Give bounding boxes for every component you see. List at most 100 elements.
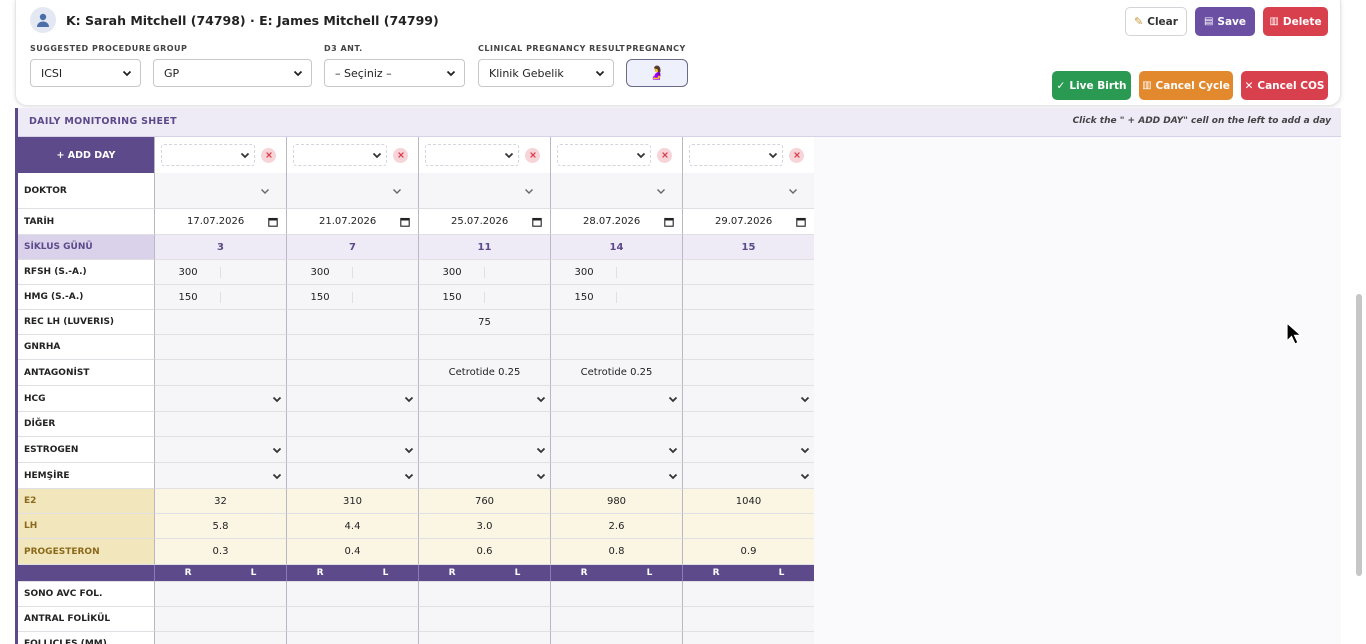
rfsh-day-5[interactable]: [682, 260, 814, 285]
progesteron-day-5[interactable]: 0.9: [682, 539, 814, 565]
value-right[interactable]: 300: [155, 266, 221, 278]
hcg-day-3[interactable]: [418, 386, 550, 412]
add-day-button[interactable]: + ADD DAY: [18, 137, 154, 173]
follicles-day-1[interactable]: [154, 632, 286, 644]
estrogen-day-5[interactable]: [682, 437, 814, 463]
value-left[interactable]: [353, 292, 419, 303]
hmg-day-5[interactable]: [682, 285, 814, 310]
remove-day-button[interactable]: [789, 147, 804, 163]
diger-day-2[interactable]: [286, 412, 418, 437]
antagonist-day-4[interactable]: Cetrotide 0.25: [550, 360, 682, 386]
cancel-cycle-button[interactable]: ▥ Cancel Cycle: [1139, 71, 1233, 100]
antral-day-3[interactable]: [418, 607, 550, 632]
diger-day-5[interactable]: [682, 412, 814, 437]
hcg-day-2[interactable]: [286, 386, 418, 412]
gnrha-day-4[interactable]: [550, 335, 682, 360]
hemsire-day-3[interactable]: [418, 463, 550, 489]
remove-day-button[interactable]: [525, 147, 540, 163]
antral-day-1[interactable]: [154, 607, 286, 632]
clinical-pregnancy-select[interactable]: Klinik Gebelik: [478, 59, 614, 87]
page-scrollbar[interactable]: [1356, 294, 1362, 576]
value-left[interactable]: [617, 267, 683, 278]
tarih-day-5[interactable]: 29.07.2026: [682, 209, 814, 235]
doktor-day-2[interactable]: [286, 173, 418, 209]
day-type-select[interactable]: [425, 144, 519, 166]
delete-button[interactable]: ▥ Delete: [1263, 7, 1328, 36]
gnrha-day-1[interactable]: [154, 335, 286, 360]
reclh-day-3[interactable]: 75: [418, 310, 550, 335]
progesteron-day-4[interactable]: 0.8: [550, 539, 682, 565]
gnrha-day-2[interactable]: [286, 335, 418, 360]
progesteron-day-2[interactable]: 0.4: [286, 539, 418, 565]
tarih-day-1[interactable]: 17.07.2026: [154, 209, 286, 235]
lh-day-4[interactable]: 2.6: [550, 514, 682, 539]
antral-day-5[interactable]: [682, 607, 814, 632]
antagonist-day-2[interactable]: [286, 360, 418, 386]
sono-day-2[interactable]: [286, 582, 418, 607]
hcg-day-4[interactable]: [550, 386, 682, 412]
reclh-day-5[interactable]: [682, 310, 814, 335]
value-left[interactable]: [617, 292, 683, 303]
estrogen-day-1[interactable]: [154, 437, 286, 463]
tarih-day-3[interactable]: 25.07.2026: [418, 209, 550, 235]
tarih-day-2[interactable]: 21.07.2026: [286, 209, 418, 235]
gnrha-day-5[interactable]: [682, 335, 814, 360]
e2-day-5[interactable]: 1040: [682, 489, 814, 514]
antral-day-4[interactable]: [550, 607, 682, 632]
hmg-day-1[interactable]: 150: [154, 285, 286, 310]
value-left[interactable]: [485, 267, 551, 278]
e2-day-2[interactable]: 310: [286, 489, 418, 514]
e2-day-3[interactable]: 760: [418, 489, 550, 514]
follicles-day-3[interactable]: [418, 632, 550, 644]
hemsire-day-2[interactable]: [286, 463, 418, 489]
value-right[interactable]: 150: [419, 291, 485, 303]
e2-day-4[interactable]: 980: [550, 489, 682, 514]
value-right[interactable]: 300: [551, 266, 617, 278]
sono-day-1[interactable]: [154, 582, 286, 607]
doktor-day-5[interactable]: [682, 173, 814, 209]
reclh-day-4[interactable]: [550, 310, 682, 335]
doktor-day-4[interactable]: [550, 173, 682, 209]
group-select[interactable]: GP: [153, 59, 312, 87]
hmg-day-3[interactable]: 150: [418, 285, 550, 310]
value-right[interactable]: 150: [155, 291, 221, 303]
hmg-day-4[interactable]: 150: [550, 285, 682, 310]
pregnancy-button[interactable]: 🤰: [626, 59, 688, 87]
value-right[interactable]: 150: [287, 291, 353, 303]
value-left[interactable]: [353, 267, 419, 278]
rfsh-day-1[interactable]: 300: [154, 260, 286, 285]
diger-day-1[interactable]: [154, 412, 286, 437]
doktor-day-1[interactable]: [154, 173, 286, 209]
day-type-select[interactable]: [293, 144, 387, 166]
sono-day-4[interactable]: [550, 582, 682, 607]
antagonist-day-3[interactable]: Cetrotide 0.25: [418, 360, 550, 386]
gnrha-day-3[interactable]: [418, 335, 550, 360]
lh-day-2[interactable]: 4.4: [286, 514, 418, 539]
progesteron-day-3[interactable]: 0.6: [418, 539, 550, 565]
doktor-day-3[interactable]: [418, 173, 550, 209]
save-button[interactable]: ▤ Save: [1195, 7, 1255, 36]
rfsh-day-2[interactable]: 300: [286, 260, 418, 285]
value-left[interactable]: [221, 292, 287, 303]
value-right[interactable]: 300: [419, 266, 485, 278]
value-right[interactable]: 300: [287, 266, 353, 278]
diger-day-4[interactable]: [550, 412, 682, 437]
reclh-day-1[interactable]: [154, 310, 286, 335]
reclh-day-2[interactable]: [286, 310, 418, 335]
hemsire-day-4[interactable]: [550, 463, 682, 489]
hcg-day-1[interactable]: [154, 386, 286, 412]
clear-button[interactable]: ✎ Clear: [1125, 7, 1187, 36]
lh-day-5[interactable]: [682, 514, 814, 539]
estrogen-day-2[interactable]: [286, 437, 418, 463]
d3-ant-select[interactable]: – Seçiniz –: [324, 59, 465, 87]
value-right[interactable]: 150: [551, 291, 617, 303]
remove-day-button[interactable]: [393, 147, 408, 163]
antagonist-day-5[interactable]: [682, 360, 814, 386]
estrogen-day-3[interactable]: [418, 437, 550, 463]
remove-day-button[interactable]: [657, 147, 672, 163]
rfsh-day-4[interactable]: 300: [550, 260, 682, 285]
estrogen-day-4[interactable]: [550, 437, 682, 463]
follicles-day-2[interactable]: [286, 632, 418, 644]
tarih-day-4[interactable]: 28.07.2026: [550, 209, 682, 235]
cancel-cos-button[interactable]: ✕ Cancel COS: [1241, 71, 1328, 100]
